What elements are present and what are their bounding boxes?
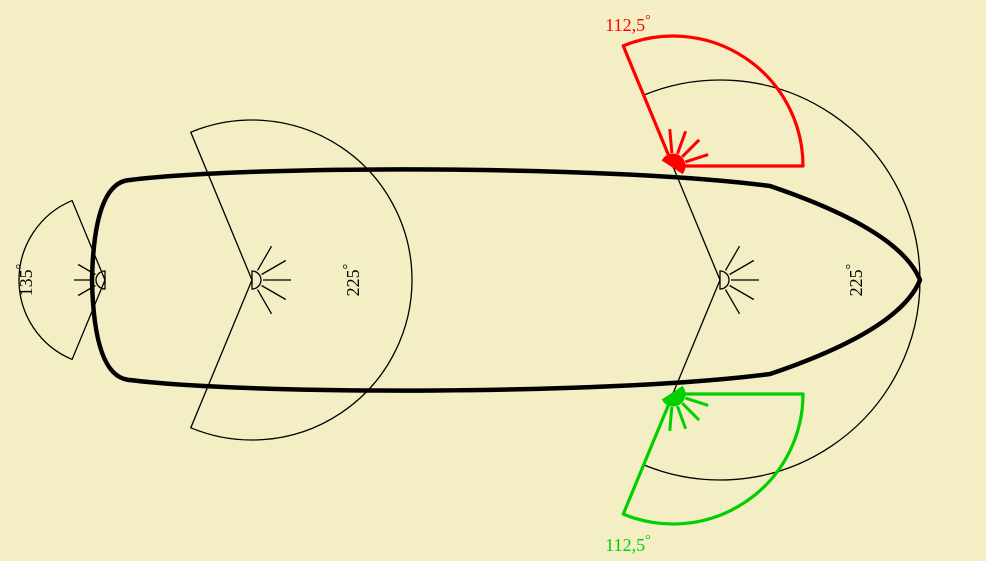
navigation-lights-diagram: 135° 225° 225° 112,5° 112,5° bbox=[0, 0, 986, 561]
light-ray bbox=[726, 290, 740, 314]
light-ray bbox=[670, 407, 672, 431]
light-ray bbox=[262, 261, 286, 275]
light-ray bbox=[730, 261, 754, 275]
light-ray bbox=[682, 140, 699, 157]
hull-outline bbox=[92, 169, 920, 390]
arc-angle-label: 225° bbox=[844, 264, 866, 297]
port-light-arc bbox=[623, 36, 803, 166]
light-ray bbox=[726, 246, 740, 270]
light-ray bbox=[682, 403, 699, 420]
light-ray bbox=[677, 406, 685, 429]
light-ray bbox=[677, 131, 685, 154]
light-ray bbox=[685, 398, 708, 405]
arc-angle-label: 112,5° bbox=[605, 533, 650, 555]
light-ray bbox=[262, 286, 286, 300]
light-ray bbox=[258, 290, 272, 314]
light-ray bbox=[730, 286, 754, 300]
masthead-fwd-arc bbox=[643, 80, 920, 480]
starboard-light-arc bbox=[623, 394, 803, 524]
light-ray bbox=[258, 246, 272, 270]
arc-angle-label: 112,5° bbox=[605, 13, 650, 35]
light-symbol bbox=[96, 271, 105, 289]
light-symbol bbox=[720, 271, 729, 289]
light-symbol bbox=[252, 271, 261, 289]
light-ray bbox=[670, 129, 672, 153]
arc-angle-label: 225° bbox=[341, 264, 363, 297]
light-ray bbox=[685, 155, 708, 162]
arc-angle-label: 135° bbox=[14, 264, 36, 297]
